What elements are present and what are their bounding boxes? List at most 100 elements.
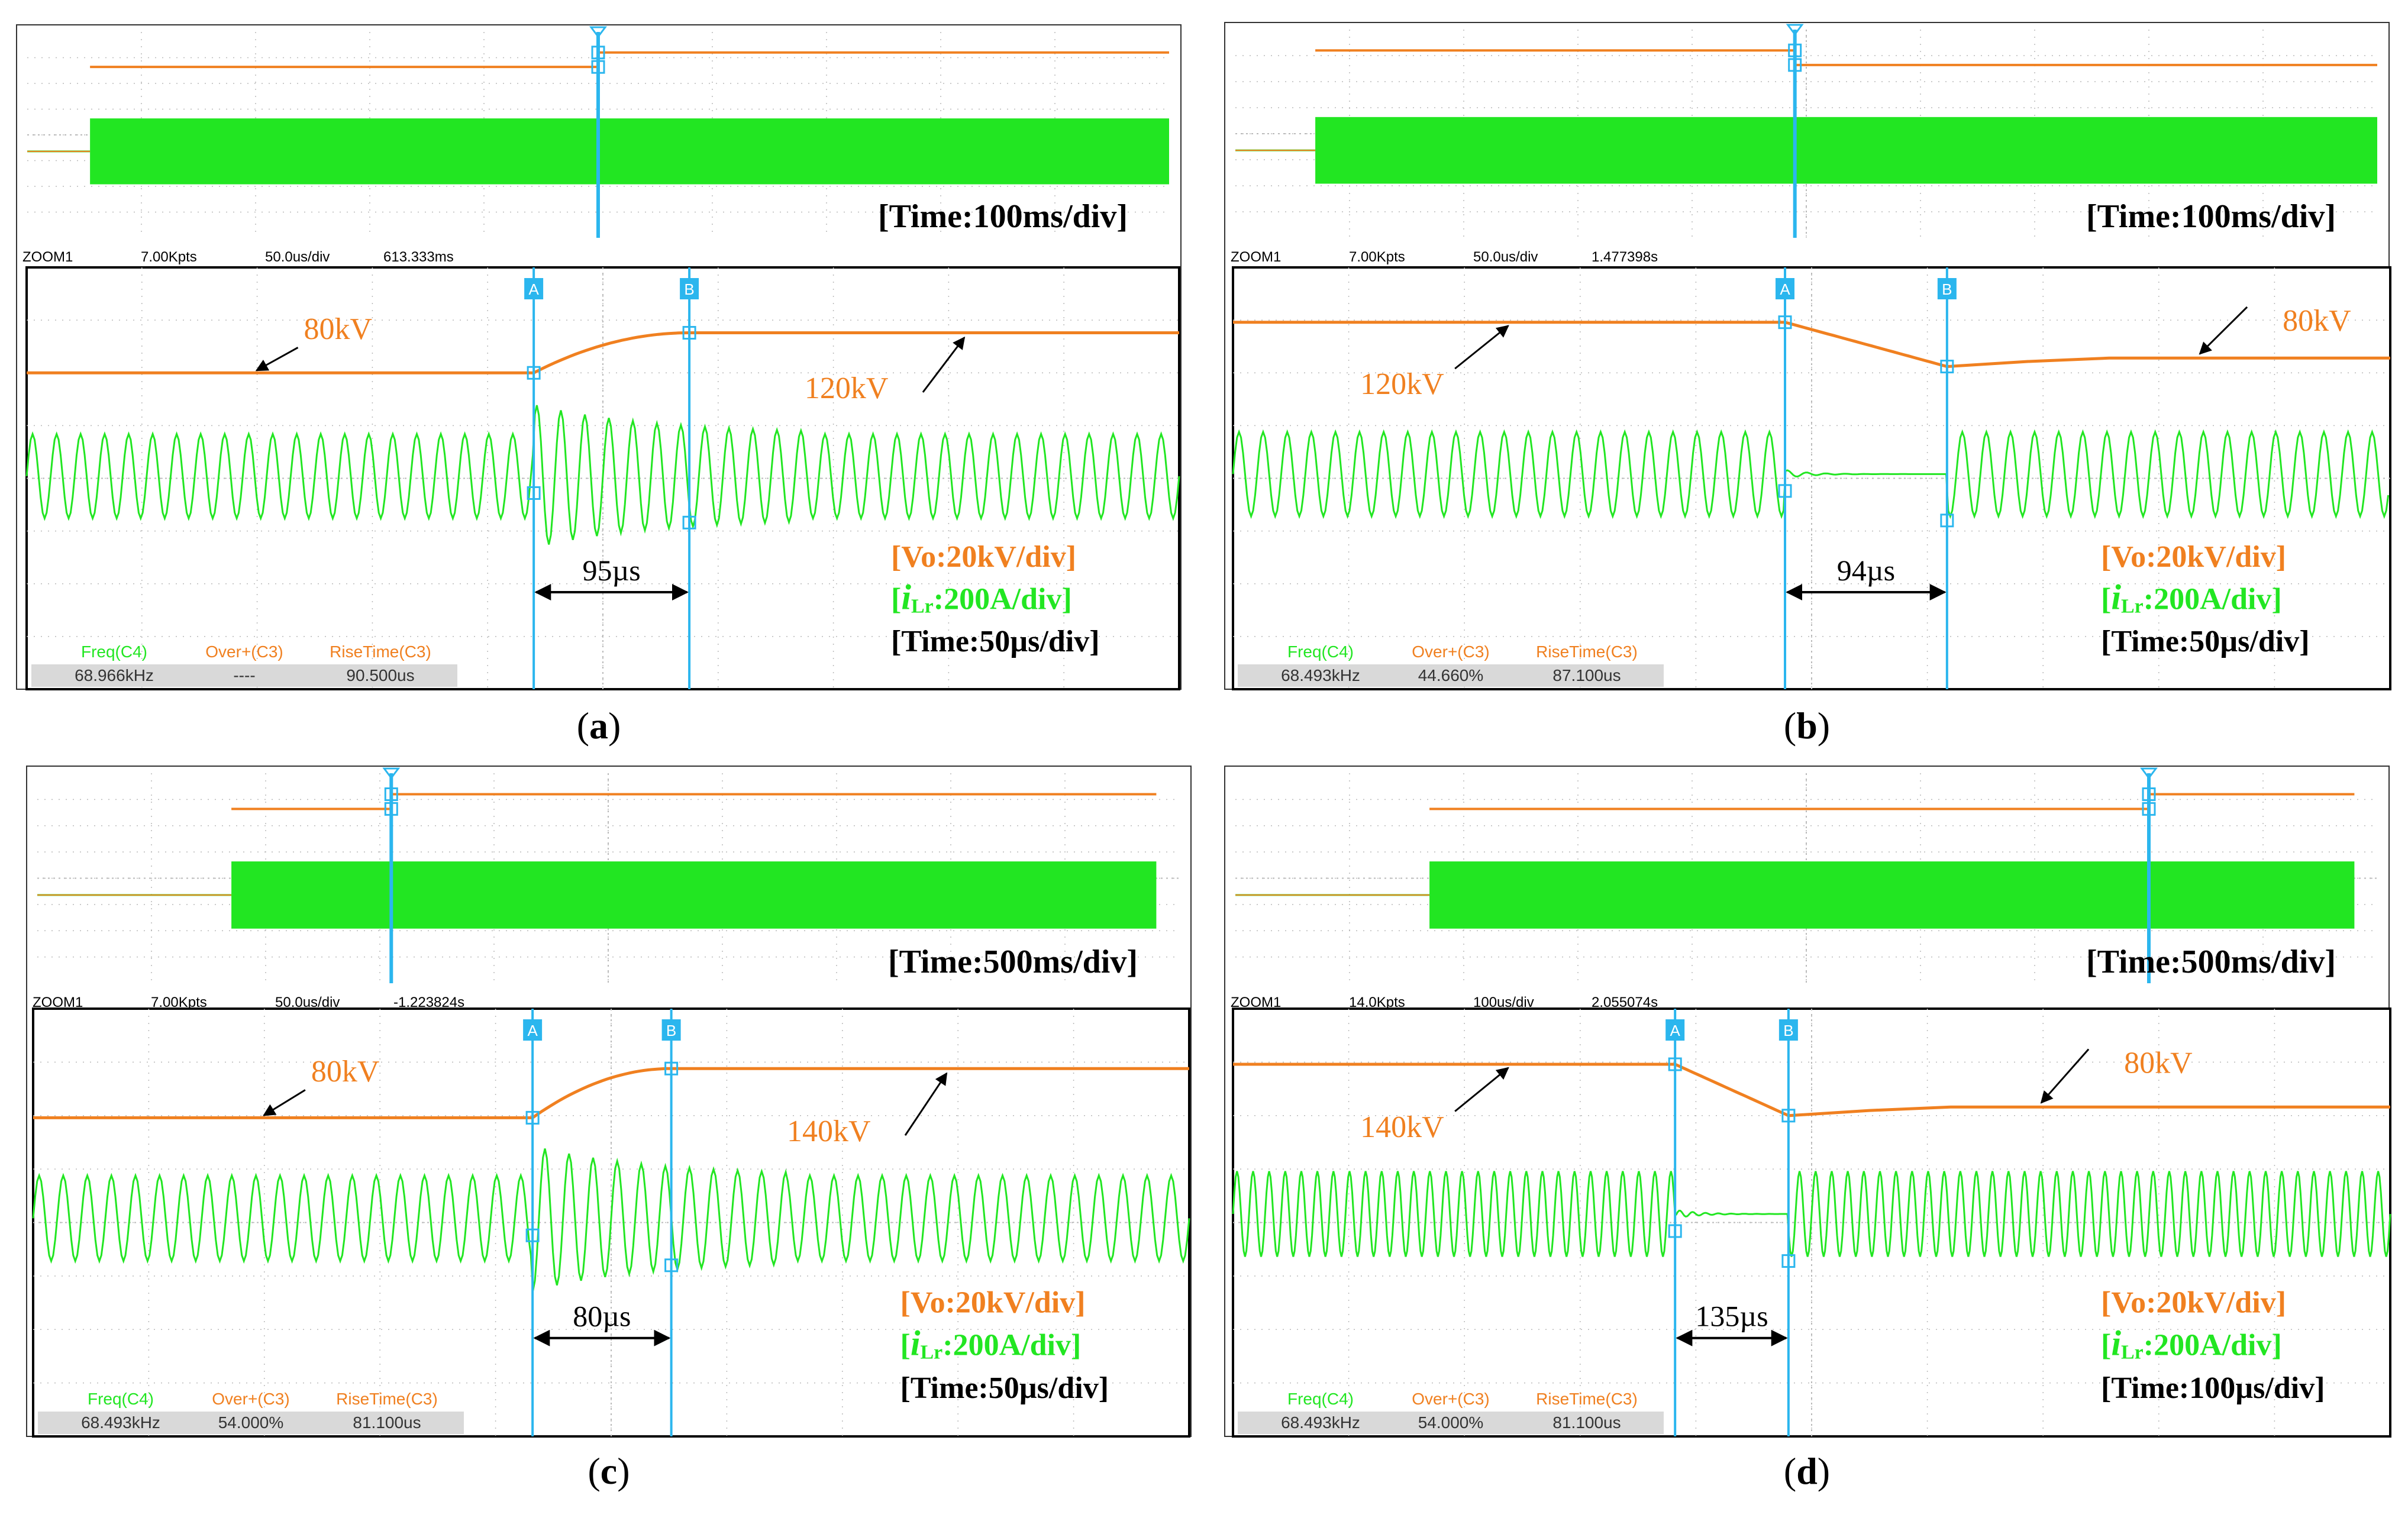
panel-caption: (b) [1784,705,1830,747]
zoom-time-label: [Time:50µs/div] [900,1371,1109,1405]
current-scale-value: :200A/div] [934,583,1072,616]
interval-label: 95µs [582,554,640,587]
cursor-marker [525,1110,540,1125]
caption-close: ) [1818,1450,1830,1492]
cursor-marker [1781,1254,1796,1268]
current-subscript: Lr [921,1342,943,1364]
zoom-plot: A B 135µs 140kV 80kV [Vo:20kV/div] [iLr:200A/d… [1232,1007,2391,1438]
end-voltage-label: 80kV [2124,1046,2193,1080]
measurement-header: RiseTime(C3) [1536,1390,1638,1408]
overview-current-envelope [90,118,1169,185]
overview-time-label: [Time:500ms/div] [2086,944,2336,980]
voltage-scale-label: [Vo:20kV/div] [891,540,1076,574]
panel-caption: (a) [577,705,621,747]
measurement-value: 87.100us [1552,666,1621,684]
trigger-icon [1786,24,1804,36]
caption-open: ( [1784,705,1796,747]
cursor-marker [1781,1109,1796,1123]
cursor-marker [1788,43,1802,57]
panels: [Time:100ms/div] ZOOM1 7.00Kpts 50.0us/div 6… [16,22,2391,1492]
zoom-time-label: [Time:50µs/div] [2101,625,2310,658]
overview-plot: [Time:500ms/div] [1235,767,2377,983]
measurement-value: 68.493kHz [1281,666,1360,684]
measurement-values-bg [31,664,457,687]
panel-d: [Time:500ms/div]ZOOM1 14.0Kpts 100us/div 2.… [1224,766,2391,1492]
cursor-marker [384,802,398,816]
current-scale-label: [iLr:200A/div] [2101,578,2282,618]
cursor-marker [1778,484,1792,498]
end-voltage-arrow [904,1072,948,1136]
start-voltage-label: 140kV [1360,1110,1444,1144]
cursor-marker [1788,58,1802,72]
cursor-a-label: A [528,280,539,298]
interval-label: 94µs [1837,554,1895,587]
zoom-time-label: [Time:50µs/div] [891,625,1100,658]
measurement-value: 68.493kHz [81,1413,160,1432]
cursor-b-tag[interactable] [1937,278,1957,299]
measurement-values-bg [1238,1412,1664,1434]
measurement-table: Freq(C4) 68.493kHz Over+(C3) 44.660% RiseTim… [1238,642,1664,687]
measurement-value: 44.660% [1418,666,1484,684]
cursor-marker [2142,787,2156,801]
zoom-label: ZOOM1 [22,249,73,265]
measurement-values-bg [38,1412,464,1434]
zoom-plot: A B 95µs 80kV 120kV [Vo:20kV/div] [iLr:200A/di… [25,266,1180,690]
cursor-marker [1668,1057,1682,1071]
panel-caption: (d) [1784,1450,1830,1492]
current-scale-label: [iLr:200A/div] [2101,1324,2282,1364]
measurement-header: Over+(C3) [1412,642,1489,661]
measurement-header: Over+(C3) [1412,1390,1489,1408]
cursor-b-tag[interactable] [680,278,699,299]
current-trace [1232,429,2390,519]
zoom-position: 1.477398s [1592,249,1658,265]
zoom-plot: A B 80µs 80kV 140kV [Vo:20kV/div] [iLr:200A/di… [32,1007,1190,1438]
caption-close: ) [608,705,621,747]
cursor-marker [1940,514,1954,528]
cursor-marker [1778,315,1792,330]
current-trace [25,405,1180,545]
cursor-b-tag[interactable] [661,1019,681,1041]
panel-b: [Time:100ms/div] ZOOM1 7.00Kpts 50.0us/div 1… [1224,22,2391,747]
caption-open: ( [588,1450,600,1492]
cursor-a-tag[interactable] [1776,278,1795,299]
cursor-a-label: A [1780,280,1790,298]
cursor-a-label: A [527,1022,538,1039]
cursor-marker [527,366,541,380]
caption-letter: c [601,1450,617,1492]
panel-c: [Time:500ms/div]ZOOM1 7.00Kpts 50.0us/div -… [26,766,1192,1492]
overview-plot: [Time:100ms/div] [27,26,1169,238]
overview-time-label: [Time:100ms/div] [2086,198,2336,235]
cursor-a-tag[interactable] [1665,1019,1685,1041]
panel-caption: (c) [588,1450,630,1492]
caption-letter: a [589,705,608,747]
end-voltage-arrow [2199,306,2248,355]
cursor-a-label: A [1670,1022,1681,1039]
measurement-table: Freq(C4) 68.493kHz Over+(C3) 54.000% RiseTim… [38,1390,464,1434]
cursor-a-tag[interactable] [524,278,544,299]
voltage-trace [33,1067,1190,1119]
current-scale-bracket: [ [891,583,901,616]
overview-plot: [Time:500ms/div] [37,767,1179,983]
measurement-header: Freq(C4) [81,642,147,661]
cursor-marker [664,1061,679,1076]
caption-open: ( [577,705,589,747]
zoom-div: 50.0us/div [1473,249,1538,265]
measurement-value: 68.493kHz [1281,1413,1360,1432]
start-voltage-label: 80kV [304,312,373,346]
cursor-b-label: B [666,1022,676,1039]
zoom-points: 7.00Kpts [1349,249,1405,265]
caption-close: ) [1818,705,1830,747]
caption-letter: b [1796,705,1818,747]
current-scale-value: :200A/div] [2144,1329,2282,1362]
cursor-a-tag[interactable] [523,1019,543,1041]
measurement-header: RiseTime(C3) [336,1390,438,1408]
cursor-marker [2142,802,2156,816]
cursor-marker [682,326,696,340]
measurement-header: Over+(C3) [212,1390,289,1408]
current-subscript: Lr [911,596,934,618]
cursor-b-tag[interactable] [1778,1019,1798,1041]
current-symbol: i [901,578,911,617]
end-voltage-label: 80kV [2283,304,2351,338]
caption-open: ( [1784,1450,1796,1492]
cursor-marker [384,787,398,801]
